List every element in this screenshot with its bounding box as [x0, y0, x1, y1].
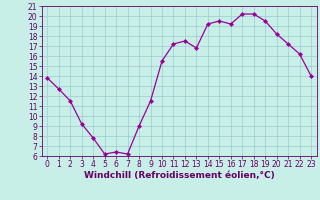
X-axis label: Windchill (Refroidissement éolien,°C): Windchill (Refroidissement éolien,°C) — [84, 171, 275, 180]
